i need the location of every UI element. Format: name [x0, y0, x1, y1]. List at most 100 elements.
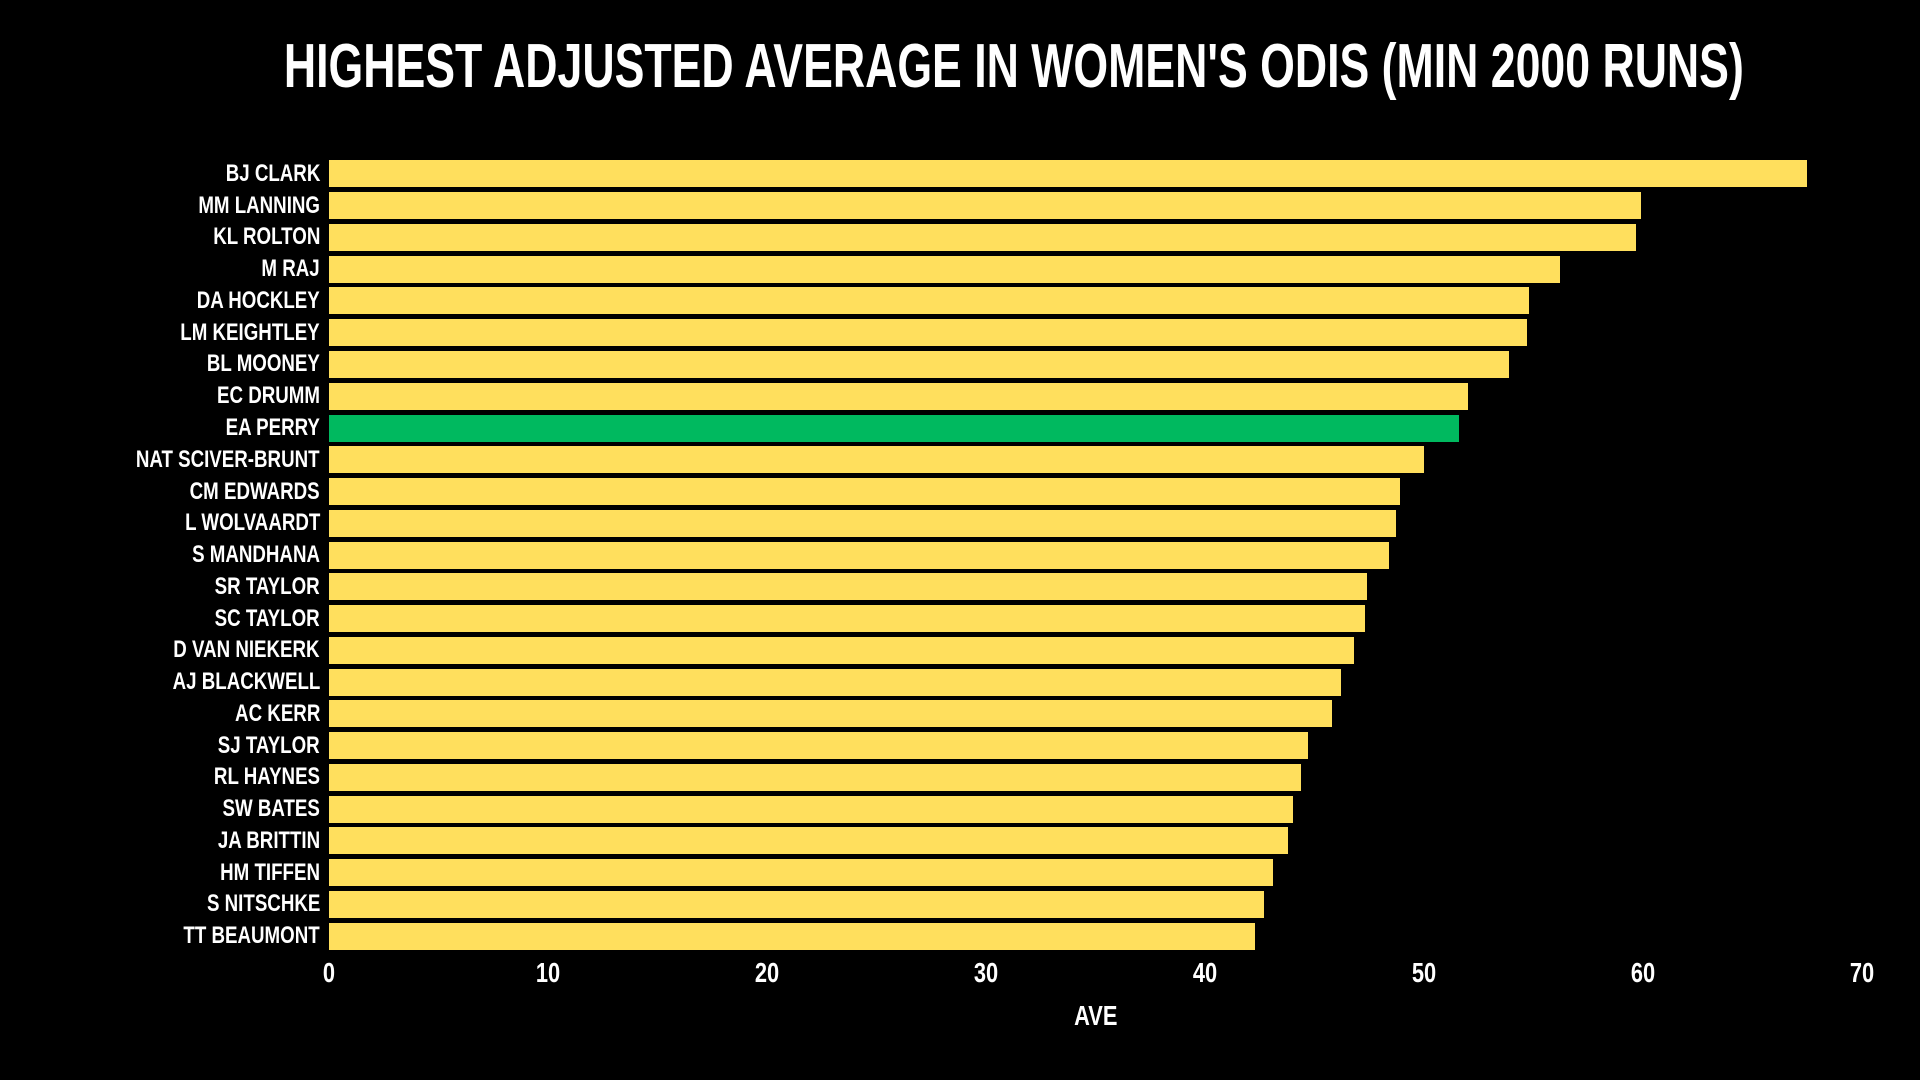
x-tick-label-text: 20 — [754, 957, 780, 988]
player-label: M RAJ — [0, 257, 329, 281]
player-label: SJ TAYLOR — [0, 731, 329, 759]
player-bar — [329, 668, 1341, 696]
bar-track — [329, 509, 1862, 537]
x-axis-ticks: 0 10 20 30 40 50 60 70 — [323, 957, 1874, 995]
player-label-text: MM LANNING — [198, 191, 320, 219]
x-tick-label-text: 30 — [973, 957, 999, 988]
player-label: S MANDHANA — [0, 543, 329, 567]
player-label-text: LM KEIGHTLEY — [180, 318, 320, 346]
x-tick-label: 0 — [321, 959, 337, 987]
bar-track — [329, 223, 1862, 251]
bar-row: HM TIFFEN — [0, 857, 1920, 889]
bar-track — [329, 446, 1862, 474]
bar-track — [329, 573, 1862, 601]
x-tick-label-text: 0 — [322, 957, 336, 988]
player-label: SC TAYLOR — [0, 604, 329, 632]
bar-row: L WOLVAARDT — [0, 507, 1920, 539]
x-axis-label: AVE — [329, 1002, 1862, 1030]
x-tick-label-text: 50 — [1411, 957, 1437, 988]
bar-row: SC TAYLOR — [0, 603, 1920, 635]
bar-row: M RAJ — [0, 253, 1920, 285]
bar-row: EA PERRY — [0, 412, 1920, 444]
player-bar — [329, 605, 1365, 633]
player-label-text: CM EDWARDS — [189, 477, 320, 505]
player-bar — [329, 350, 1510, 378]
player-label-text: JA BRITTIN — [217, 826, 320, 854]
player-label: LM KEIGHTLEY — [0, 318, 329, 346]
bar-track — [329, 795, 1862, 823]
bar-row: SW BATES — [0, 793, 1920, 825]
player-bar — [329, 478, 1400, 506]
bar-track — [329, 541, 1862, 569]
bar-row: BL MOONEY — [0, 349, 1920, 381]
player-bar — [329, 573, 1368, 601]
player-bar — [329, 319, 1527, 347]
player-bar — [329, 223, 1637, 251]
player-label: SR TAYLOR — [0, 574, 329, 599]
player-label-text: SW BATES — [222, 795, 320, 823]
bar-row: NAT SCIVER-BRUNT — [0, 444, 1920, 476]
player-label: TT BEAUMONT — [0, 924, 329, 948]
x-tick-label: 30 — [970, 959, 1001, 987]
player-label: KL ROLTON — [0, 225, 329, 249]
player-label-text: SJ TAYLOR — [218, 731, 320, 759]
bar-track — [329, 668, 1862, 696]
bar-row: BJ CLARK — [0, 158, 1920, 190]
bar-track — [329, 350, 1862, 378]
player-bar — [329, 859, 1273, 887]
player-bar — [329, 414, 1460, 442]
player-label: CM EDWARDS — [0, 477, 329, 505]
player-bar — [329, 795, 1293, 823]
bar-track — [329, 763, 1862, 791]
bar-track — [329, 732, 1862, 760]
player-label: RL HAYNES — [0, 765, 329, 789]
player-bar — [329, 382, 1468, 410]
player-bar — [329, 636, 1354, 664]
player-label-text: AC KERR — [234, 699, 320, 727]
player-label: S NITSCHKE — [0, 892, 329, 916]
x-axis-label-text: AVE — [1073, 1000, 1118, 1031]
bar-track — [329, 890, 1862, 918]
player-label-text: BL MOONEY — [206, 350, 320, 378]
player-label: SW BATES — [0, 797, 329, 821]
player-label-text: TT BEAUMONT — [183, 922, 320, 950]
bar-track — [329, 700, 1862, 728]
player-label-text: BJ CLARK — [225, 159, 320, 187]
player-label: JA BRITTIN — [0, 826, 329, 854]
bar-track — [329, 192, 1862, 220]
player-bar — [329, 890, 1265, 918]
player-label: EA PERRY — [0, 416, 329, 440]
bar-row: AJ BLACKWELL — [0, 666, 1920, 698]
bar-track — [329, 478, 1862, 506]
bar-track — [329, 636, 1862, 664]
player-label-text: EC DRUMM — [217, 382, 320, 410]
bar-track — [329, 160, 1862, 188]
player-label: AJ BLACKWELL — [0, 670, 329, 694]
player-label: MM LANNING — [0, 191, 329, 219]
player-label-text: DA HOCKLEY — [196, 286, 320, 314]
x-tick-label: 20 — [751, 959, 782, 987]
bar-row: TT BEAUMONT — [0, 920, 1920, 952]
x-tick-label: 50 — [1408, 959, 1439, 987]
bar-row: DA HOCKLEY — [0, 285, 1920, 317]
bar-row: JA BRITTIN — [0, 825, 1920, 857]
bar-track — [329, 287, 1862, 315]
player-bar — [329, 922, 1256, 950]
bar-track — [329, 605, 1862, 633]
player-bar — [329, 160, 1808, 188]
bar-row: S NITSCHKE — [0, 889, 1920, 921]
x-tick-label-text: 70 — [1849, 957, 1875, 988]
bar-row: EC DRUMM — [0, 380, 1920, 412]
player-label-text: SC TAYLOR — [214, 604, 320, 632]
player-bar — [329, 255, 1560, 283]
bar-row: AC KERR — [0, 698, 1920, 730]
player-bar — [329, 192, 1641, 220]
chart-title: HIGHEST ADJUSTED AVERAGE IN WOMEN'S ODIS… — [0, 36, 1920, 98]
player-label-text: M RAJ — [261, 255, 320, 283]
player-label-text: EA PERRY — [225, 414, 320, 441]
player-label-text: NAT SCIVER-BRUNT — [136, 445, 320, 473]
player-label-text: S MANDHANA — [192, 541, 320, 569]
x-tick-label-text: 40 — [1192, 957, 1218, 988]
player-label-text: RL HAYNES — [213, 763, 320, 791]
